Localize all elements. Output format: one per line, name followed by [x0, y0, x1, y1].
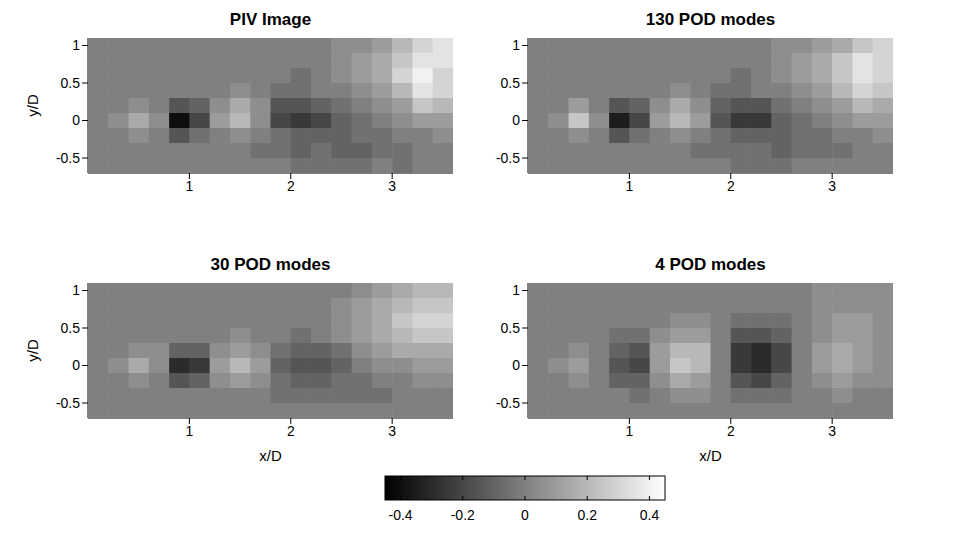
- svg-text:0.5: 0.5: [61, 320, 81, 336]
- svg-text:x/D: x/D: [259, 447, 282, 464]
- svg-text:3: 3: [828, 423, 836, 439]
- html-text:30 POD modes: 30 POD modes: [210, 255, 331, 274]
- svg-text:-0.5: -0.5: [56, 150, 80, 166]
- svg-text:1: 1: [72, 282, 80, 298]
- svg-text:2: 2: [727, 423, 735, 439]
- svg-text:1: 1: [72, 37, 80, 53]
- svg-text:y/D: y/D: [24, 339, 41, 362]
- svg-text:0: 0: [72, 112, 80, 128]
- svg-text:0: 0: [512, 357, 520, 373]
- svg-text:x/D: x/D: [699, 447, 722, 464]
- svg-text:1: 1: [185, 423, 193, 439]
- svg-text:0.2: 0.2: [577, 507, 597, 523]
- svg-text:3: 3: [388, 423, 396, 439]
- svg-text:y/D: y/D: [24, 94, 41, 117]
- html-text:130 POD modes: 130 POD modes: [645, 10, 776, 29]
- html-text:PIV Image: PIV Image: [229, 10, 312, 29]
- svg-text:1: 1: [625, 423, 633, 439]
- svg-text:3: 3: [828, 178, 836, 194]
- svg-text:-0.2: -0.2: [451, 507, 475, 523]
- svg-text:1: 1: [185, 178, 193, 194]
- svg-text:0: 0: [512, 112, 520, 128]
- svg-text:1: 1: [512, 282, 520, 298]
- svg-text:1: 1: [625, 178, 633, 194]
- svg-text:-0.5: -0.5: [496, 395, 520, 411]
- svg-text:0.4: 0.4: [640, 507, 660, 523]
- svg-text:3: 3: [388, 178, 396, 194]
- svg-text:2: 2: [727, 178, 735, 194]
- svg-text:0.5: 0.5: [61, 75, 81, 91]
- svg-text:1: 1: [512, 37, 520, 53]
- svg-text:2: 2: [287, 178, 295, 194]
- svg-text:-0.5: -0.5: [56, 395, 80, 411]
- svg-text:0.5: 0.5: [501, 320, 521, 336]
- svg-text:2: 2: [287, 423, 295, 439]
- svg-text:-0.5: -0.5: [496, 150, 520, 166]
- svg-text:0.5: 0.5: [501, 75, 521, 91]
- svg-text:-0.4: -0.4: [388, 507, 412, 523]
- svg-text:0: 0: [72, 357, 80, 373]
- html-text:4 POD modes: 4 POD modes: [655, 255, 766, 274]
- svg-text:0: 0: [521, 507, 529, 523]
